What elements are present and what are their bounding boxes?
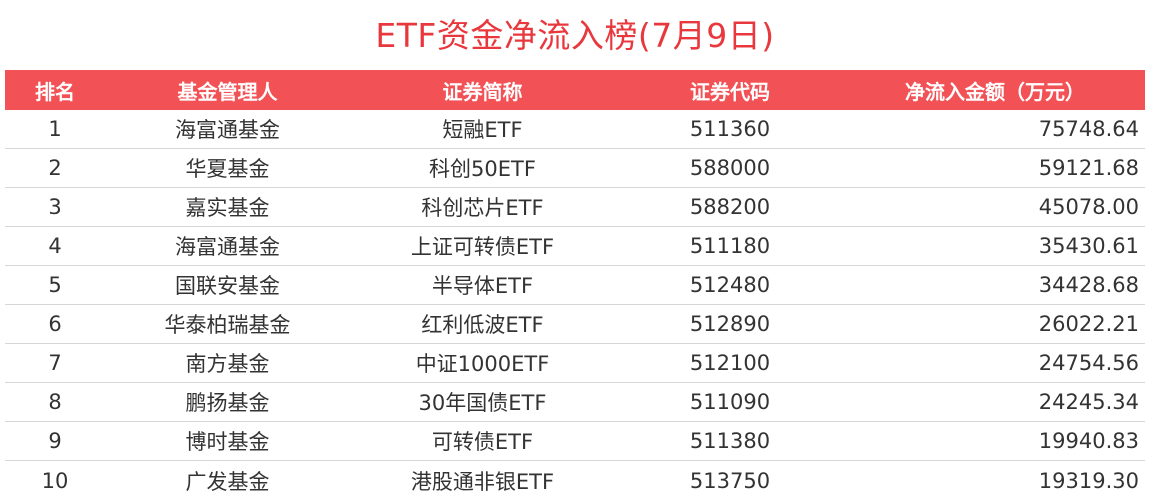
- cell-security-name: 上证可转债ETF: [410, 235, 555, 259]
- cell-security-code: 511380: [689, 429, 771, 453]
- cell-manager: 南方基金: [185, 352, 270, 376]
- cell-security-name: 短融ETF: [442, 118, 523, 142]
- cell-security-name: 红利低波ETF: [421, 313, 544, 337]
- table-row[interactable]: 10 广发基金 港股通非银ETF 513750 19319.30: [5, 461, 1145, 500]
- cell-security-code: 511360: [689, 117, 771, 141]
- cell-rank: 9: [48, 429, 62, 453]
- cell-manager: 海富通基金: [175, 118, 280, 142]
- cell-net-inflow: 59121.68: [1038, 156, 1139, 180]
- cell-net-inflow: 35430.61: [1038, 234, 1139, 258]
- cell-security-code: 512100: [689, 351, 771, 375]
- table-row[interactable]: 5 国联安基金 半导体ETF 512480 34428.68: [5, 266, 1145, 305]
- table-header: 排名 基金管理人 证券简称 证券代码 净流入金额（万元）: [5, 70, 1145, 110]
- table-row[interactable]: 8 鹏扬基金 30年国债ETF 511090 24245.34: [5, 383, 1145, 422]
- table-row[interactable]: 1 海富通基金 短融ETF 511360 75748.64: [5, 110, 1145, 149]
- column-header-rank[interactable]: 排名: [35, 79, 75, 104]
- table-row[interactable]: 9 博时基金 可转债ETF 511380 19940.83: [5, 422, 1145, 461]
- cell-rank: 5: [48, 273, 62, 297]
- cell-manager: 博时基金: [185, 430, 270, 454]
- cell-security-name: 科创50ETF: [429, 157, 536, 181]
- column-header-security-code[interactable]: 证券代码: [690, 79, 770, 104]
- cell-security-name: 中证1000ETF: [415, 352, 550, 376]
- cell-net-inflow: 75748.64: [1038, 117, 1139, 141]
- cell-security-code: 513750: [689, 468, 771, 493]
- etf-inflow-table: 排名 基金管理人 证券简称 证券代码 净流入金额（万元） 1 海富通基金 短融E…: [5, 70, 1145, 500]
- column-header-net-inflow[interactable]: 净流入金额（万元）: [905, 79, 1085, 104]
- cell-manager: 广发基金: [185, 469, 270, 494]
- column-header-manager[interactable]: 基金管理人: [177, 79, 278, 104]
- table-row[interactable]: 2 华夏基金 科创50ETF 588000 59121.68: [5, 149, 1145, 188]
- cell-security-name: 半导体ETF: [431, 274, 534, 298]
- cell-rank: 7: [48, 351, 62, 375]
- page-title: ETF资金净流入榜(7月9日): [375, 16, 775, 55]
- cell-net-inflow: 45078.00: [1038, 195, 1139, 219]
- cell-net-inflow: 24754.56: [1038, 351, 1139, 375]
- table-row[interactable]: 3 嘉实基金 科创芯片ETF 588200 45078.00: [5, 188, 1145, 227]
- cell-net-inflow: 24245.34: [1038, 390, 1139, 414]
- cell-rank: 6: [48, 312, 62, 336]
- cell-rank: 4: [48, 234, 62, 258]
- cell-security-code: 512480: [689, 273, 771, 297]
- cell-security-code: 588200: [689, 195, 771, 219]
- cell-net-inflow: 26022.21: [1038, 312, 1139, 336]
- column-header-security-name[interactable]: 证券简称: [442, 79, 523, 104]
- cell-net-inflow: 19940.83: [1038, 429, 1139, 453]
- cell-rank: 2: [48, 156, 62, 180]
- cell-security-name: 可转债ETF: [431, 430, 534, 454]
- cell-security-name: 30年国债ETF: [418, 391, 547, 415]
- cell-security-code: 511180: [689, 234, 771, 258]
- cell-security-code: 511090: [689, 390, 771, 414]
- cell-security-code: 588000: [689, 156, 771, 180]
- cell-rank: 3: [48, 195, 62, 219]
- table-row[interactable]: 4 海富通基金 上证可转债ETF 511180 35430.61: [5, 227, 1145, 266]
- cell-manager: 嘉实基金: [185, 196, 270, 220]
- cell-security-code: 512890: [689, 312, 771, 336]
- cell-manager: 华泰柏瑞基金: [164, 313, 291, 337]
- cell-security-name: 港股通非银ETF: [410, 469, 555, 494]
- cell-rank: 1: [48, 117, 62, 141]
- cell-manager: 华夏基金: [185, 157, 270, 181]
- table-row[interactable]: 6 华泰柏瑞基金 红利低波ETF 512890 26022.21: [5, 305, 1145, 344]
- cell-net-inflow: 34428.68: [1038, 273, 1139, 297]
- cell-security-name: 科创芯片ETF: [421, 196, 544, 220]
- cell-rank: 8: [48, 390, 62, 414]
- table-row[interactable]: 7 南方基金 中证1000ETF 512100 24754.56: [5, 344, 1145, 383]
- cell-net-inflow: 19319.30: [1038, 468, 1139, 493]
- cell-rank: 10: [41, 468, 69, 493]
- cell-manager: 鹏扬基金: [185, 391, 270, 415]
- cell-manager: 国联安基金: [175, 274, 280, 298]
- cell-manager: 海富通基金: [175, 235, 280, 259]
